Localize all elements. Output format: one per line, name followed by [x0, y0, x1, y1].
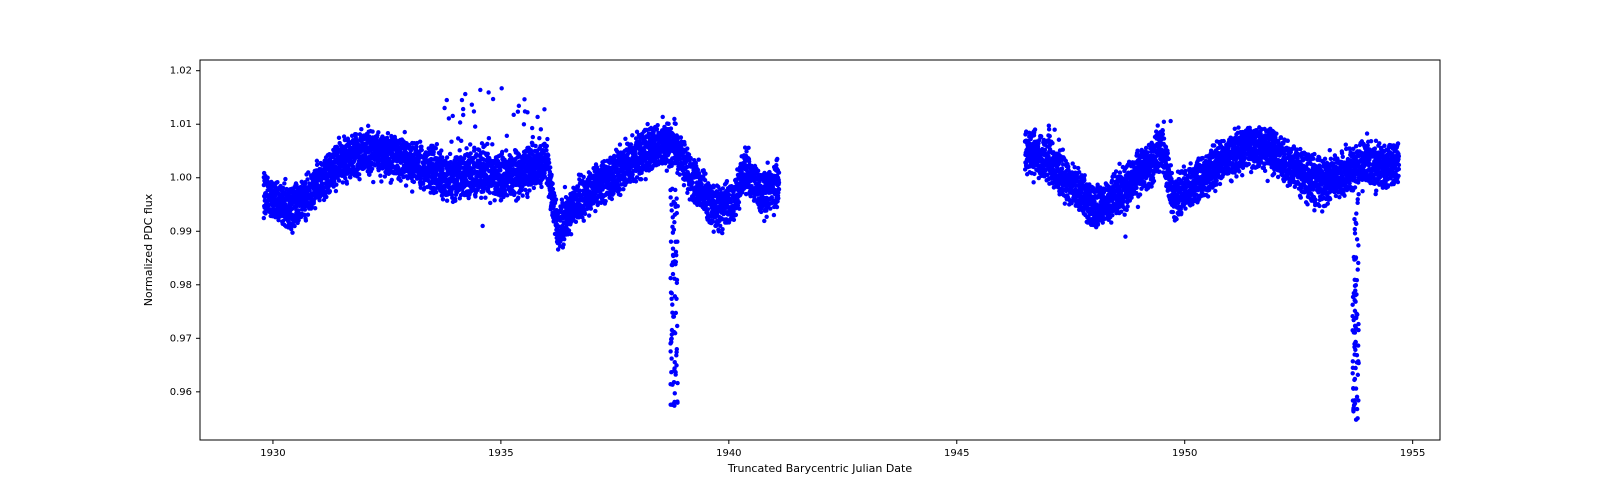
y-tick-label: 0.99 [170, 226, 192, 237]
x-tick-label: 1945 [944, 448, 969, 459]
y-tick-label: 0.97 [170, 333, 192, 344]
x-tick-label: 1935 [488, 448, 513, 459]
lightcurve-chart: 1930 1935 1940 1945 1950 1955 0.96 0.97 0.98 0.99… [0, 0, 1600, 500]
x-tick-label: 1930 [260, 448, 285, 459]
y-tick-label: 0.96 [170, 387, 192, 398]
x-tick-label: 1940 [716, 448, 741, 459]
y-tick-label: 0.98 [170, 280, 192, 291]
plot-frame [200, 60, 1440, 440]
y-axis-label: Normalized PDC flux [142, 193, 155, 306]
chart-svg: 1930 1935 1940 1945 1950 1955 0.96 0.97 0.98 0.99… [0, 0, 1600, 500]
y-tick-label: 1.02 [170, 66, 192, 77]
x-tick-label: 1955 [1400, 448, 1425, 459]
data-points [262, 86, 1401, 422]
y-tick-label: 1.00 [170, 173, 192, 184]
x-tick-label: 1950 [1172, 448, 1197, 459]
y-tick-label: 1.01 [170, 119, 192, 130]
x-axis-label: Truncated Barycentric Julian Date [727, 462, 913, 475]
